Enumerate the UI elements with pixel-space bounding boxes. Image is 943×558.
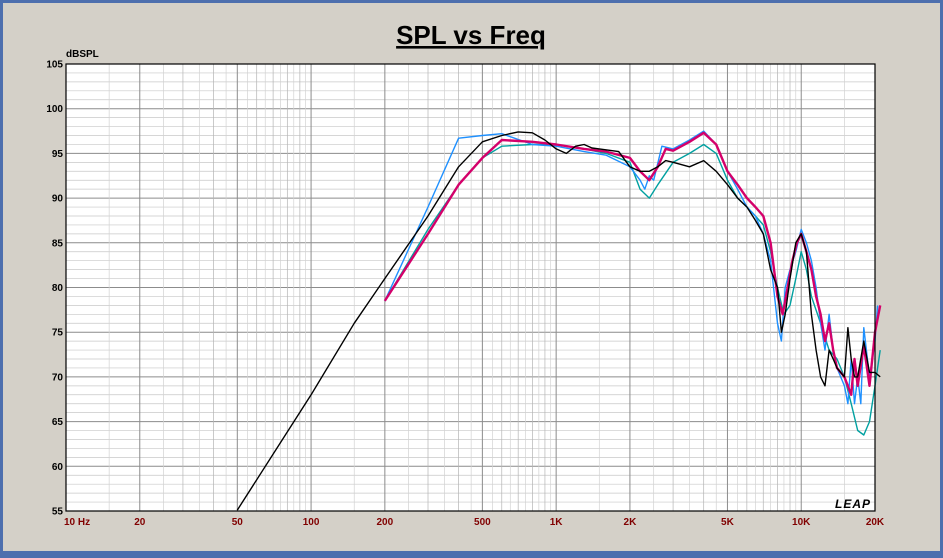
y-tick-label: 65 bbox=[52, 417, 64, 428]
x-tick-label: 20K bbox=[866, 517, 885, 528]
y-tick-label: 105 bbox=[46, 60, 63, 71]
series-line-4 bbox=[236, 131, 881, 511]
y-axis-label: dBSPL bbox=[66, 49, 99, 60]
y-tick-label: 80 bbox=[52, 283, 64, 294]
x-tick-label: 200 bbox=[377, 517, 394, 528]
y-tick-labels: 55 60 65 70 75 80 85 90 95 100 105 bbox=[46, 60, 63, 518]
x-tick-labels: 10 Hz 20 50 100 200 500 1K 2K 5K 10K 20K bbox=[64, 517, 885, 528]
x-tick-label: 5K bbox=[721, 517, 735, 528]
series-line-2 bbox=[384, 130, 879, 405]
x-tick-label: 1K bbox=[550, 517, 564, 528]
x-tick-label: 50 bbox=[232, 517, 244, 528]
x-tick-label: 100 bbox=[303, 517, 320, 528]
y-tick-label: 60 bbox=[52, 462, 64, 473]
x-tick-label: 20 bbox=[134, 517, 146, 528]
y-tick-label: 90 bbox=[52, 194, 64, 205]
y-tick-label: 95 bbox=[52, 149, 64, 160]
y-tick-label: 70 bbox=[52, 372, 64, 383]
x-tick-label: 10K bbox=[792, 517, 811, 528]
grid bbox=[65, 63, 876, 512]
window-bottom-border bbox=[0, 551, 943, 558]
y-tick-label: 100 bbox=[46, 104, 63, 115]
leap-watermark: LEAP bbox=[835, 497, 871, 511]
x-tick-label: 2K bbox=[624, 517, 638, 528]
series-layer bbox=[236, 130, 882, 511]
y-tick-label: 85 bbox=[52, 238, 64, 249]
plot-border bbox=[65, 63, 876, 512]
y-tick-label: 75 bbox=[52, 328, 64, 339]
x-tick-label: 500 bbox=[474, 517, 491, 528]
y-tick-label: 55 bbox=[52, 507, 64, 518]
chart-title: SPL vs Freq bbox=[396, 20, 546, 50]
x-tick-label: 10 Hz bbox=[64, 517, 90, 528]
